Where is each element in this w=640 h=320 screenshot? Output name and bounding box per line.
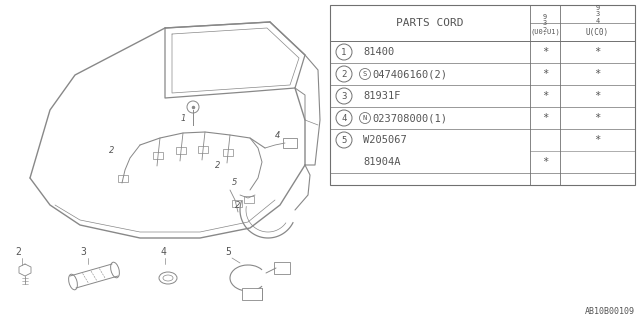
Text: 4: 4 <box>160 247 166 257</box>
Bar <box>330 5 635 185</box>
Text: AB10B00109: AB10B00109 <box>585 307 635 316</box>
Text: 5: 5 <box>225 247 231 257</box>
Text: 047406160(2): 047406160(2) <box>372 69 447 79</box>
Text: W205067: W205067 <box>363 135 407 145</box>
Text: 3: 3 <box>341 92 347 100</box>
Text: 81904A: 81904A <box>363 157 401 167</box>
Text: 2: 2 <box>341 69 347 78</box>
Bar <box>223 149 233 156</box>
Text: *: * <box>542 113 548 123</box>
Text: *: * <box>595 135 600 145</box>
Text: (U0,U1): (U0,U1) <box>530 29 560 35</box>
Bar <box>153 152 163 159</box>
Text: 4: 4 <box>341 114 347 123</box>
Text: 2: 2 <box>109 146 115 155</box>
Text: 2: 2 <box>215 161 221 170</box>
Text: 2: 2 <box>236 201 241 210</box>
Text: 023708000(1): 023708000(1) <box>372 113 447 123</box>
Text: 81400: 81400 <box>363 47 394 57</box>
Text: 81931F: 81931F <box>363 91 401 101</box>
Bar <box>242 288 262 300</box>
Text: *: * <box>595 91 600 101</box>
Text: *: * <box>542 91 548 101</box>
Text: 9
3
4: 9 3 4 <box>595 4 600 23</box>
Text: U(C0): U(C0) <box>586 28 609 36</box>
Bar <box>274 262 290 274</box>
Bar <box>283 138 297 148</box>
Text: N: N <box>363 115 367 121</box>
Text: *: * <box>595 69 600 79</box>
Text: 1: 1 <box>180 114 186 123</box>
Text: *: * <box>542 69 548 79</box>
Text: *: * <box>542 157 548 167</box>
Text: S: S <box>363 71 367 77</box>
Text: 5: 5 <box>232 178 237 187</box>
Text: 3: 3 <box>80 247 86 257</box>
Bar <box>176 147 186 154</box>
Text: *: * <box>595 47 600 57</box>
Text: 2: 2 <box>15 247 21 257</box>
Text: *: * <box>542 47 548 57</box>
Text: 5: 5 <box>341 135 347 145</box>
Bar <box>198 146 208 153</box>
Text: 9
3
2: 9 3 2 <box>543 13 547 33</box>
Text: *: * <box>595 113 600 123</box>
Text: PARTS CORD: PARTS CORD <box>396 18 464 28</box>
Text: 1: 1 <box>341 47 347 57</box>
Bar <box>232 200 242 207</box>
Bar <box>118 175 128 182</box>
Bar <box>244 196 254 203</box>
Text: 4: 4 <box>275 131 281 140</box>
